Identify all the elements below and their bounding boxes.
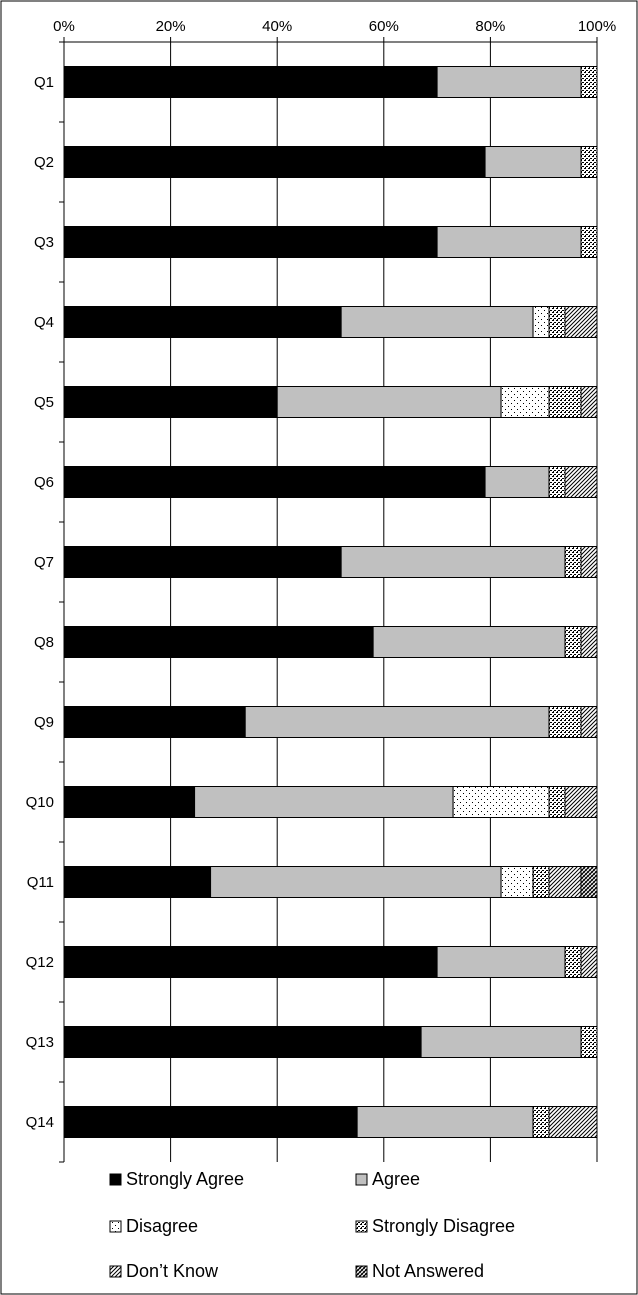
category-label-q10: Q10 [26,794,54,811]
legend-label-don-t-know: Don’t Know [126,1261,219,1281]
bar-q12-don-t-know [580,946,598,978]
bar-q6-don-t-know [564,466,598,498]
x-tick-label: 80% [475,18,505,35]
bar-q4-agree [340,306,534,338]
category-label-q12: Q12 [26,954,54,971]
bar-q5-disagree [500,386,550,418]
bar-q12-strongly-disagree [564,946,582,978]
legend-swatch-don-t-know [109,1265,122,1278]
bar-q13-agree [420,1026,582,1058]
bar-q4-don-t-know [564,306,598,338]
legend-label-strongly-agree: Strongly Agree [126,1169,244,1189]
category-label-q4: Q4 [34,314,54,331]
category-labels: Q1 Q2 Q3 Q4 Q5 Q6 Q7 Q8 Q9 Q10 Q11 Q12 Q13 Q14 [26,74,54,1131]
bar-q11-not-answered [580,866,598,898]
category-label-q11: Q11 [27,874,54,891]
bar-q12-agree [436,946,566,978]
legend-swatch-disagree [109,1220,122,1233]
category-label-q2: Q2 [34,154,54,171]
legend-swatch-not-answered [355,1265,368,1278]
bar-q3-strongly-agree [63,226,438,258]
bar-q4-disagree [532,306,550,338]
bar-q11-don-t-know [548,866,582,898]
x-tick-label: 40% [262,18,292,35]
gridlines [63,37,598,1162]
bar-q7-strongly-agree [63,546,342,578]
legend-label-disagree: Disagree [126,1216,198,1236]
bar-q10-strongly-disagree [548,786,566,818]
category-label-q7: Q7 [34,554,54,571]
bar-q2-strongly-disagree [580,146,598,178]
category-label-q5: Q5 [34,394,54,411]
bar-q14-strongly-agree [63,1106,358,1138]
bar-q12-strongly-agree [63,946,438,978]
bar-q14-agree [356,1106,534,1138]
legend-swatch-agree [355,1173,368,1186]
bar-q5-strongly-agree [63,386,278,418]
bar-q8-strongly-disagree [564,626,582,658]
axes [59,41,597,1163]
bars [63,66,598,1138]
bar-q9-strongly-disagree [548,706,582,738]
category-label-q8: Q8 [34,634,54,651]
legend-label-not-answered: Not Answered [372,1261,484,1281]
x-tick-label: 20% [156,18,186,35]
bar-q6-strongly-disagree [548,466,566,498]
bar-q10-strongly-agree [63,786,196,818]
legend-label-strongly-disagree: Strongly Disagree [372,1216,515,1236]
x-tick-label: 0% [53,18,75,35]
bar-q8-strongly-agree [63,626,374,658]
bar-q1-strongly-agree [63,66,438,98]
bar-q14-strongly-disagree [532,1106,550,1138]
bar-q6-strongly-agree [63,466,486,498]
bar-q11-strongly-agree [63,866,212,898]
bar-q5-agree [276,386,502,418]
bar-q9-agree [244,706,550,738]
bar-q11-agree [210,866,502,898]
bar-q6-agree [484,466,550,498]
legend: Strongly Agree Agree Disagree Strongly Disa… [109,1169,515,1281]
bar-q9-don-t-know [580,706,598,738]
category-label-q13: Q13 [26,1034,54,1051]
bar-q5-strongly-disagree [548,386,582,418]
bar-q9-strongly-agree [63,706,246,738]
bar-q3-agree [436,226,582,258]
bar-q4-strongly-agree [63,306,342,338]
x-tick-labels: 0% 20% 40% 60% 80% 100% [53,18,616,35]
bar-q14-don-t-know [548,1106,598,1138]
bar-q13-strongly-agree [63,1026,422,1058]
category-label-q9: Q9 [34,714,54,731]
bar-q10-don-t-know [564,786,598,818]
bar-q11-disagree [500,866,534,898]
bar-q7-strongly-disagree [564,546,582,578]
legend-label-agree: Agree [372,1169,420,1189]
bar-q1-agree [436,66,582,98]
bar-q5-don-t-know [580,386,598,418]
bar-q10-disagree [452,786,550,818]
bar-q11-strongly-disagree [532,866,550,898]
bar-q2-strongly-agree [63,146,486,178]
bar-q8-don-t-know [580,626,598,658]
legend-swatch-strongly-agree [109,1173,122,1186]
bar-q8-agree [372,626,566,658]
category-label-q14: Q14 [26,1114,54,1131]
bar-q10-agree [194,786,454,818]
bar-q7-don-t-know [580,546,598,578]
category-label-q6: Q6 [34,474,54,491]
category-label-q3: Q3 [34,234,54,251]
bar-q3-strongly-disagree [580,226,598,258]
x-tick-label: 60% [369,18,399,35]
category-label-q1: Q1 [34,74,54,91]
x-tick-label: 100% [578,18,616,35]
bar-q2-agree [484,146,582,178]
legend-swatch-strongly-disagree [355,1220,368,1233]
bar-q7-agree [340,546,566,578]
bar-q13-strongly-disagree [580,1026,598,1058]
bar-q1-strongly-disagree [580,66,598,98]
bar-q4-strongly-disagree [548,306,566,338]
